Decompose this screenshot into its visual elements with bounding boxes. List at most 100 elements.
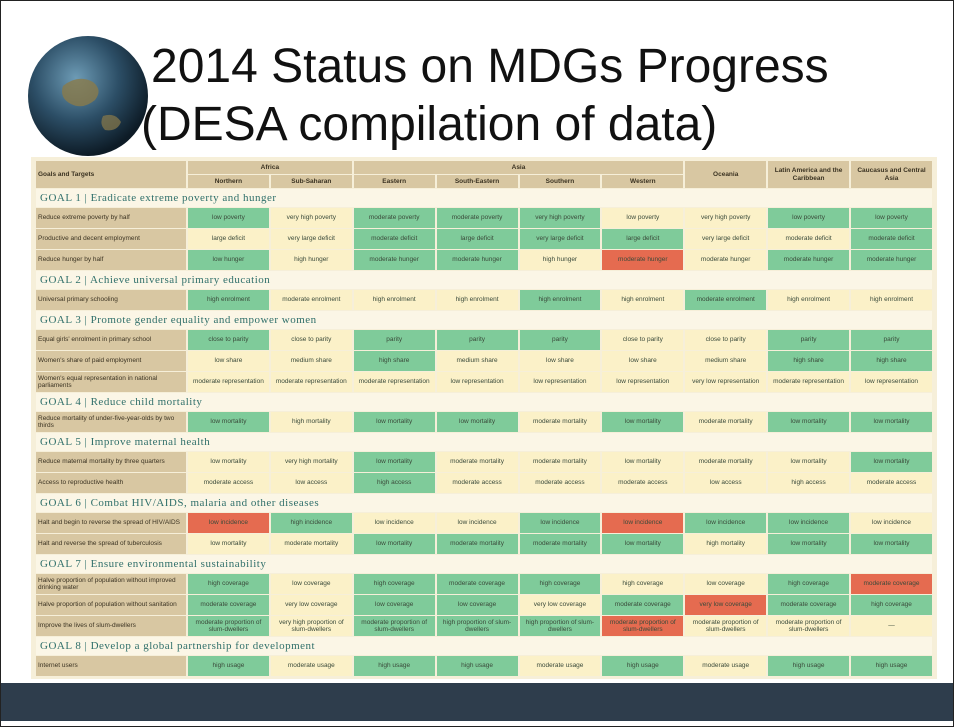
status-cell: low access [270, 473, 352, 493]
status-cell: moderate representation [188, 372, 269, 392]
status-cell: close to parity [685, 330, 767, 350]
goal-heading: GOAL 2 | Achieve universal primary educa… [36, 271, 932, 289]
target-label: Reduce extreme poverty by half [36, 208, 186, 228]
status-cell: close to parity [602, 330, 684, 350]
goal-heading: GOAL 1 | Eradicate extreme poverty and h… [36, 189, 932, 207]
target-label: Halt and begin to reverse the spread of … [36, 513, 186, 533]
status-cell: moderate mortality [519, 452, 601, 472]
subheader-row: Northern Sub-Saharan Eastern South-Eastern S… [36, 175, 932, 188]
status-cell: high usage [353, 656, 435, 676]
subregion-header: Northern [188, 175, 269, 188]
target-label: Halve proportion of population without s… [36, 595, 186, 615]
status-cell: low share [602, 351, 684, 371]
status-cell: medium share [685, 351, 767, 371]
status-cell: high enrolment [602, 290, 684, 310]
status-cell: high usage [768, 656, 849, 676]
status-cell: moderate poverty [353, 208, 435, 228]
status-cell: high share [353, 351, 435, 371]
status-cell: low incidence [602, 513, 684, 533]
status-cell: high access [768, 473, 849, 493]
status-cell: moderate mortality [436, 452, 518, 472]
subtitle: (DESA compilation of data) [141, 98, 718, 151]
status-cell: parity [436, 330, 518, 350]
status-cell: low mortality [851, 534, 932, 554]
status-cell: high coverage [851, 595, 932, 615]
status-cell: low access [685, 473, 767, 493]
status-cell: moderate hunger [436, 250, 518, 270]
status-cell: moderate coverage [436, 574, 518, 594]
target-label: Reduce mortality of under-five-year-olds… [36, 412, 186, 432]
status-cell: very low coverage [685, 595, 767, 615]
status-cell: high hunger [270, 250, 352, 270]
status-cell: large deficit [436, 229, 518, 249]
status-cell: high usage [436, 656, 518, 676]
goal-row: GOAL 3 | Promote gender equality and emp… [36, 311, 932, 329]
status-cell: moderate access [602, 473, 684, 493]
status-cell: moderate access [188, 473, 269, 493]
status-cell: low mortality [353, 534, 435, 554]
status-cell: low mortality [768, 412, 849, 432]
status-cell: parity [353, 330, 435, 350]
status-cell: high usage [602, 656, 684, 676]
status-cell: very high proportion of slum-dwellers [270, 616, 352, 636]
goal-heading: GOAL 5 | Improve maternal health [36, 433, 932, 451]
status-cell: very high poverty [685, 208, 767, 228]
target-row: Halt and begin to reverse the spread of … [36, 513, 932, 533]
status-cell: high enrolment [519, 290, 601, 310]
target-label: Productive and decent employment [36, 229, 186, 249]
goal-heading: GOAL 7 | Ensure environmental sustainabi… [36, 555, 932, 573]
status-cell: moderate hunger [851, 250, 932, 270]
status-cell: high mortality [270, 412, 352, 432]
status-cell: high enrolment [188, 290, 269, 310]
target-row: Women's equal representation in national… [36, 372, 932, 392]
status-cell: moderate mortality [685, 452, 767, 472]
status-cell: low representation [519, 372, 601, 392]
progress-table: Goals and Targets Africa Asia Oceania Latin … [34, 160, 934, 677]
status-cell: moderate usage [270, 656, 352, 676]
title: 2014 Status on MDGs Progress [151, 40, 829, 93]
status-cell: moderate hunger [768, 250, 849, 270]
goal-row: GOAL 2 | Achieve universal primary educa… [36, 271, 932, 289]
status-cell: high share [851, 351, 932, 371]
status-cell: low mortality [602, 534, 684, 554]
globe-icon [28, 36, 148, 156]
status-cell: low representation [851, 372, 932, 392]
target-row: Halt and reverse the spread of tuberculo… [36, 534, 932, 554]
subregion-header: Sub-Saharan [270, 175, 352, 188]
status-cell: low incidence [768, 513, 849, 533]
goal-heading: GOAL 3 | Promote gender equality and emp… [36, 311, 932, 329]
status-cell: high proportion of slum-dwellers [436, 616, 518, 636]
status-cell: high coverage [602, 574, 684, 594]
status-cell: low share [188, 351, 269, 371]
status-cell: medium share [436, 351, 518, 371]
status-cell: moderate usage [519, 656, 601, 676]
status-cell: moderate coverage [602, 595, 684, 615]
status-cell: very large deficit [685, 229, 767, 249]
target-label: Reduce hunger by half [36, 250, 186, 270]
status-cell: moderate hunger [685, 250, 767, 270]
status-cell: moderate usage [685, 656, 767, 676]
status-cell: low coverage [436, 595, 518, 615]
status-cell: low incidence [519, 513, 601, 533]
corner-header: Goals and Targets [36, 161, 186, 188]
target-label: Improve the lives of slum-dwellers [36, 616, 186, 636]
status-cell: high enrolment [851, 290, 932, 310]
goal-row: GOAL 5 | Improve maternal health [36, 433, 932, 451]
status-cell: high hunger [519, 250, 601, 270]
status-cell: moderate representation [768, 372, 849, 392]
status-cell: moderate proportion of slum-dwellers [188, 616, 269, 636]
goal-heading: GOAL 6 | Combat HIV/AIDS, malaria and ot… [36, 494, 932, 512]
target-label: Halt and reverse the spread of tuberculo… [36, 534, 186, 554]
subregion-header: South-Eastern [436, 175, 518, 188]
subregion-header: Eastern [353, 175, 435, 188]
status-cell: moderate mortality [270, 534, 352, 554]
status-cell: low mortality [602, 452, 684, 472]
status-cell: low mortality [768, 452, 849, 472]
goal-row: GOAL 1 | Eradicate extreme poverty and h… [36, 189, 932, 207]
target-row: Access to reproductive health moderate ac… [36, 473, 932, 493]
status-cell: moderate proportion of slum-dwellers [685, 616, 767, 636]
header-row: Goals and Targets Africa Asia Oceania Latin … [36, 161, 932, 188]
status-cell: moderate coverage [768, 595, 849, 615]
status-cell: low mortality [353, 412, 435, 432]
